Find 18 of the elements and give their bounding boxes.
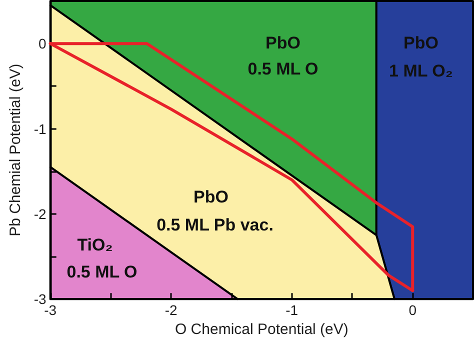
y-tick-label: -1 bbox=[34, 120, 47, 137]
annotation: PbO bbox=[266, 34, 300, 52]
y-tick-label: 0 bbox=[38, 36, 47, 52]
x-tick-label: 0 bbox=[408, 302, 417, 318]
y-tick-label: -2 bbox=[34, 206, 47, 222]
annotation: PbO bbox=[404, 34, 438, 52]
x-tick-label: -3 bbox=[44, 302, 57, 318]
annotation: TiO₂ bbox=[77, 236, 113, 254]
y-tick-label: -3 bbox=[34, 291, 47, 308]
annotation: 0.5 ML Pb vac. bbox=[156, 216, 274, 234]
x-tick-label: -1 bbox=[286, 302, 298, 318]
x-axis-title: O Chemical Potential (eV) bbox=[174, 321, 348, 338]
annotation: PbO bbox=[194, 188, 228, 206]
annotation: 0.5 ML O bbox=[248, 60, 318, 78]
y-axis-title: Pb Chemial Potential (eV) bbox=[7, 64, 24, 236]
x-tick-label: -2 bbox=[164, 302, 178, 318]
annotation: 0.5 ML O bbox=[66, 262, 138, 282]
annotation: 1 ML O₂ bbox=[389, 62, 453, 80]
